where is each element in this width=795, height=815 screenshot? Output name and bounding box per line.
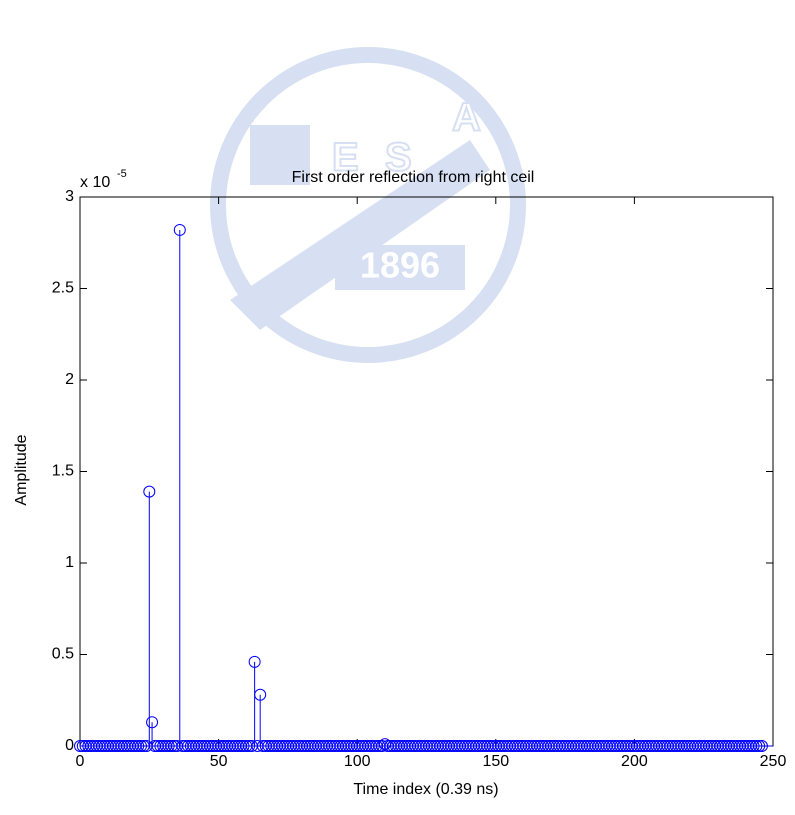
watermark: E S A 1896	[218, 55, 518, 355]
x-tick-label: 0	[76, 753, 85, 770]
x-tick-label: 250	[760, 753, 787, 770]
x-axis-label: Time index (0.39 ns)	[353, 781, 498, 798]
y-tick-label: 3	[65, 188, 74, 205]
chart: E S A 1896 First order reflection from r…	[0, 0, 795, 810]
y-tick-label: 1.5	[52, 463, 74, 480]
y-tick-label: 2	[65, 371, 74, 388]
y-tick-label: 2.5	[52, 280, 74, 297]
y-tick-label: 1	[65, 554, 74, 571]
y-axis-label: Amplitude	[13, 434, 30, 505]
y-tick-label: 0.5	[52, 646, 74, 663]
y-tick-label: 0	[65, 737, 74, 754]
x-tick-label: 150	[482, 753, 509, 770]
y-multiplier-exponent: -5	[117, 168, 127, 180]
x-tick-label: 200	[621, 753, 648, 770]
watermark-letter: A	[452, 96, 481, 140]
x-tick-label: 100	[344, 753, 371, 770]
watermark-year: 1896	[360, 245, 440, 286]
x-tick-label: 50	[210, 753, 228, 770]
chart-title: First order reflection from right ceil	[292, 169, 535, 186]
y-multiplier: x 10	[80, 174, 110, 191]
